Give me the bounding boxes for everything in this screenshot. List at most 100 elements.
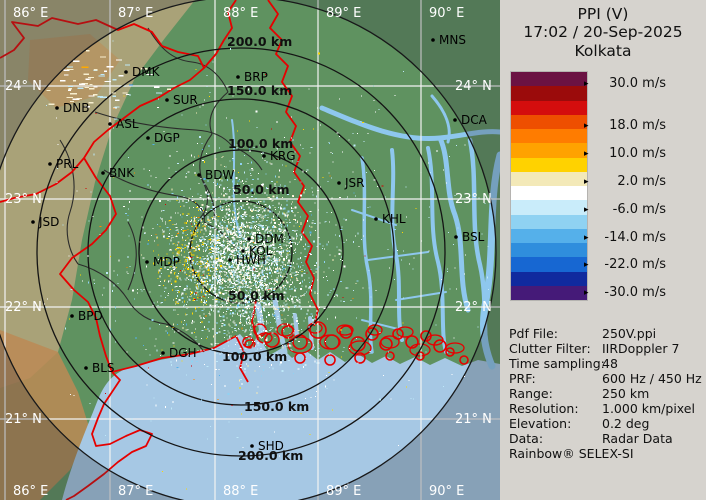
station-dot xyxy=(236,75,240,79)
station-dot xyxy=(124,70,128,74)
latitude-label: 24° N xyxy=(5,79,42,94)
longitude-label: 88° E xyxy=(223,6,258,21)
station-dot xyxy=(247,237,251,241)
scan-datetime: 17:02 / 20-Sep-2025 xyxy=(523,23,683,42)
range-ring-label: 200.0 km xyxy=(238,448,303,463)
station-label: DGP xyxy=(154,131,180,145)
station-DGP: DGP xyxy=(146,131,180,145)
station-dot xyxy=(250,444,254,448)
info-label: Pdf File: xyxy=(509,326,558,341)
station-label: BSL xyxy=(462,230,485,244)
colorbar-band-13 xyxy=(511,257,587,272)
range-ring-label: 50.0 km xyxy=(233,182,290,197)
station-dot xyxy=(146,136,150,140)
latitude-label: 21° N xyxy=(5,412,42,427)
station-label: DCA xyxy=(461,113,488,127)
terrain-nw-highland xyxy=(28,34,120,108)
station-markers: MNS DMK BRP SUR DNB DCA ASL DGP KRG PRL BNK BDW JSR K… xyxy=(31,33,488,453)
longitude-label: 86° E xyxy=(13,484,48,499)
station-dot xyxy=(262,154,266,158)
station-PRL: PRL xyxy=(48,157,79,171)
colorbar-band-14 xyxy=(511,271,587,286)
latitude-label: 22° N xyxy=(455,300,492,315)
info-value: Radar Data xyxy=(602,431,673,446)
station-dot xyxy=(70,314,74,318)
station-label: JSD xyxy=(38,215,59,229)
station-dot xyxy=(145,260,149,264)
station-SUR: SUR xyxy=(165,93,198,107)
station-label: HWH xyxy=(236,253,266,267)
station-dot xyxy=(31,220,35,224)
station-dot xyxy=(108,122,112,126)
info-label: Clutter Filter: xyxy=(509,341,591,356)
longitude-label: 90° E xyxy=(429,484,464,499)
station-label: BPD xyxy=(78,309,103,323)
station-HWH: HWH xyxy=(228,253,266,267)
info-value: 600 Hz / 450 Hz xyxy=(602,371,702,386)
station-BLS: BLS xyxy=(84,361,115,375)
colorbar-tick-label: ▸ -22.0 m/s xyxy=(584,257,704,272)
station-label: BDW xyxy=(205,168,234,182)
station-dot xyxy=(374,217,378,221)
longitude-label: 90° E xyxy=(429,6,464,21)
tick-arrow-icon: ▸ xyxy=(584,260,589,270)
range-ring-labels: 200.0 km 150.0 km 100.0 km 50.0 km 50.0 km 10… xyxy=(222,34,309,463)
radar-site-name: Kolkata xyxy=(574,41,632,60)
colorbar-band-9 xyxy=(511,200,587,215)
station-BNK: BNK xyxy=(101,166,135,180)
latitude-label: 24° N xyxy=(455,79,492,94)
station-SHD: SHD xyxy=(250,439,284,453)
tick-value: -6.0 m/s xyxy=(612,202,666,217)
longitude-label: 89° E xyxy=(326,484,361,499)
echo-layer-delta-dots xyxy=(304,85,489,447)
range-ring-label: 50.0 km xyxy=(228,288,285,303)
tick-arrow-icon: ▸ xyxy=(584,149,589,159)
station-DGH: DGH xyxy=(161,346,197,360)
doppler-echoes xyxy=(44,13,489,490)
radar-map-area: 200.0 km 150.0 km 100.0 km 50.0 km 50.0 km 10… xyxy=(0,0,504,500)
tick-value: 30.0 m/s xyxy=(609,76,666,91)
station-label: DDM xyxy=(255,232,284,246)
station-label: BRP xyxy=(244,70,268,84)
station-dot xyxy=(453,118,457,122)
station-dot xyxy=(165,98,169,102)
station-label: KOL xyxy=(249,244,273,258)
tick-value: -22.0 m/s xyxy=(604,257,666,272)
station-dot xyxy=(161,351,165,355)
info-label: Resolution: xyxy=(509,401,579,416)
station-BRP: BRP xyxy=(236,70,268,84)
station-label: BLS xyxy=(92,361,115,375)
station-KOL: KOL xyxy=(241,244,273,258)
range-ring-label: 100.0 km xyxy=(228,136,293,151)
latitude-label: 23° N xyxy=(5,192,42,207)
colorbar-band-8 xyxy=(511,186,587,201)
station-BSL: BSL xyxy=(454,230,485,244)
tick-value: 2.0 m/s xyxy=(617,174,666,189)
station-BPD: BPD xyxy=(70,309,103,323)
outside-range-shade xyxy=(0,0,500,500)
station-label: DNB xyxy=(63,101,89,115)
station-dot xyxy=(197,173,201,177)
velocity-colorbar xyxy=(511,72,587,300)
station-label: ASL xyxy=(116,117,139,131)
range-ring-label: 100.0 km xyxy=(222,349,287,364)
longitude-label: 87° E xyxy=(118,484,153,499)
station-label: MDP xyxy=(153,255,180,269)
side-panel: PPI (V) 17:02 / 20-Sep-2025 Kolkata ▸ 30.… xyxy=(500,0,706,500)
colorbar-band-12 xyxy=(511,243,587,258)
station-dot xyxy=(84,366,88,370)
station-dot xyxy=(55,106,59,110)
info-value: 250 km xyxy=(602,386,650,401)
colorbar-band-7 xyxy=(511,171,587,186)
station-dot xyxy=(228,258,232,262)
info-value: 0.2 deg xyxy=(602,416,650,431)
tick-value: -14.0 m/s xyxy=(604,230,666,245)
tick-value: 10.0 m/s xyxy=(609,146,666,161)
graticule-labels: 86° E 86° E 87° E 87° E 88° E 88° E 89° E 89° E… xyxy=(5,6,492,499)
info-label: Range: xyxy=(509,386,553,401)
colorbar-band-10 xyxy=(511,214,587,229)
longitude-label: 87° E xyxy=(118,6,153,21)
info-label: Data: xyxy=(509,431,544,446)
echo-layer-outer-speckle xyxy=(70,88,397,418)
station-label: SHD xyxy=(258,439,284,453)
